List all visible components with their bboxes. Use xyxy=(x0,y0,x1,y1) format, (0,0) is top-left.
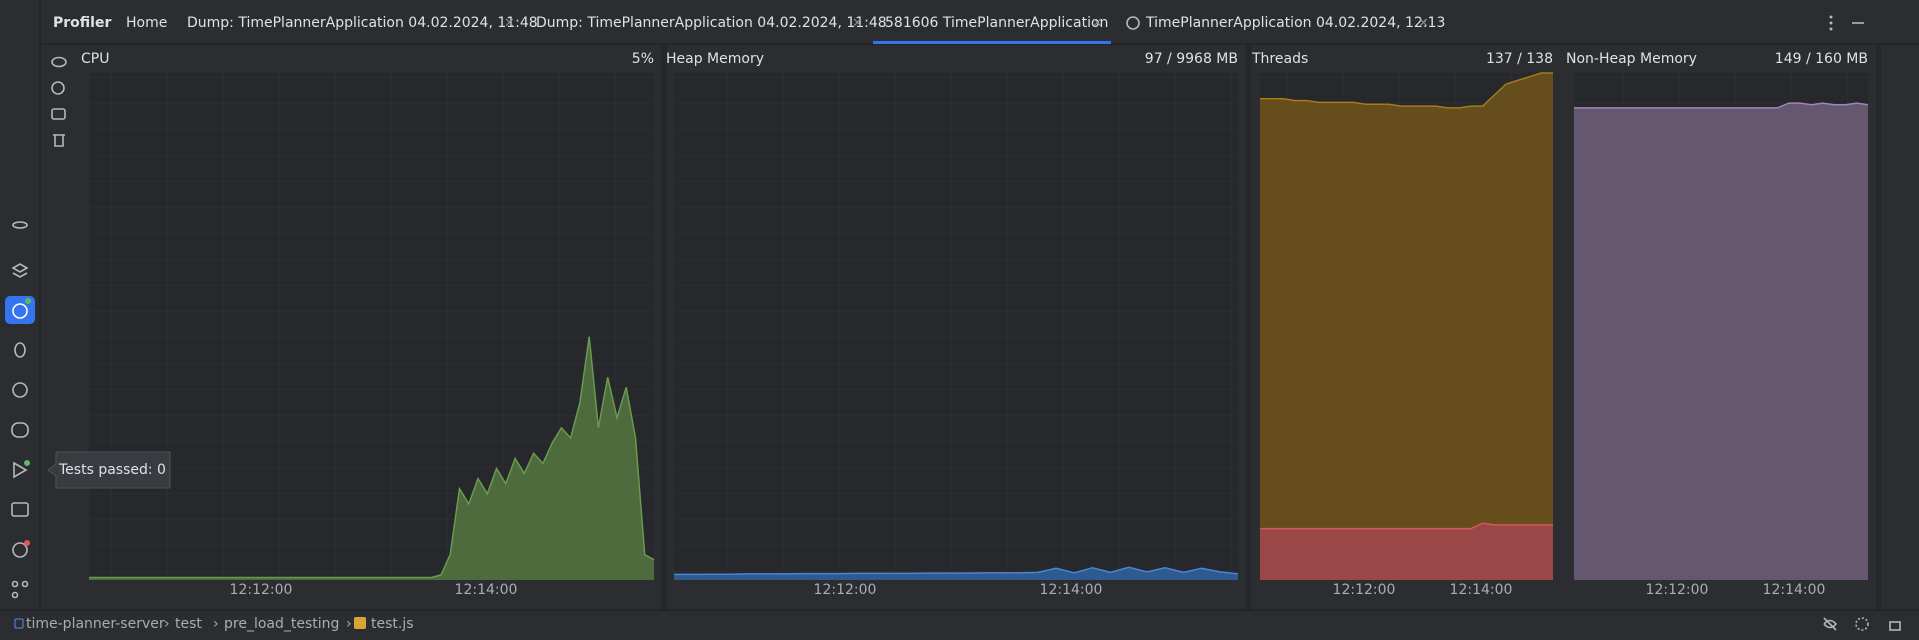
run-icon[interactable] xyxy=(13,461,28,479)
panel-title: Non-Heap Memory xyxy=(1566,51,1697,67)
layers-icon[interactable] xyxy=(11,263,29,278)
breadcrumb[interactable]: test.js xyxy=(371,616,414,632)
js-file-icon xyxy=(354,617,366,629)
tab[interactable]: TimePlannerApplication 04.02.2024, 12:13 xyxy=(1145,15,1445,31)
panel-reading: 97 / 9968 MB xyxy=(1145,51,1238,67)
trash-icon[interactable] xyxy=(53,134,65,147)
panel-divider xyxy=(1246,44,1251,610)
panel-title: Heap Memory xyxy=(666,51,764,67)
debug-icon[interactable] xyxy=(14,342,26,358)
area-line xyxy=(1260,72,1553,109)
tab[interactable]: Dump: TimePlannerApplication 04.02.2024,… xyxy=(187,15,538,31)
breadcrumb[interactable]: test xyxy=(175,616,202,632)
progress-icon xyxy=(1855,617,1869,631)
panel-divider xyxy=(1876,44,1881,610)
tab-close[interactable]: × xyxy=(1092,16,1103,31)
breadcrumb-separator: › xyxy=(213,616,219,632)
services-icon[interactable] xyxy=(11,422,29,438)
breadcrumb[interactable]: pre_load_testing xyxy=(224,616,339,632)
area xyxy=(1260,73,1553,580)
area-line xyxy=(1574,102,1869,109)
area-line xyxy=(1260,522,1553,530)
database-icon[interactable] xyxy=(12,221,28,229)
profiler-title: Profiler xyxy=(53,15,111,31)
tab[interactable]: Dump: TimePlannerApplication 04.02.2024,… xyxy=(536,15,887,31)
active-tab-underline xyxy=(873,41,1111,44)
tab[interactable]: Home xyxy=(126,15,167,31)
tab-close[interactable]: × xyxy=(504,16,515,31)
area-line xyxy=(674,566,1239,576)
tooltip-text: Tests passed: 0 xyxy=(58,462,166,478)
area xyxy=(1260,523,1553,580)
lock-icon[interactable] xyxy=(1889,621,1901,631)
time-label: 12:14:00 xyxy=(1040,582,1103,598)
panel-reading: 149 / 160 MB xyxy=(1775,51,1868,67)
module-icon xyxy=(14,618,24,629)
tab[interactable]: 581606 TimePlannerApplication xyxy=(885,15,1108,31)
panel-reading: 5% xyxy=(632,51,654,67)
dump-icon[interactable] xyxy=(51,81,65,95)
snapshot-icon[interactable] xyxy=(51,108,66,120)
tool-window-bar xyxy=(5,221,35,599)
chart-grid xyxy=(674,73,1238,580)
area xyxy=(1574,103,1868,580)
git-icon[interactable] xyxy=(11,580,19,588)
profiler-toolbar xyxy=(51,56,67,147)
terminal-icon[interactable] xyxy=(11,502,29,517)
breadcrumb-separator: › xyxy=(164,616,170,632)
problems-icon[interactable] xyxy=(12,542,28,558)
more-button[interactable] xyxy=(1829,15,1833,31)
panel-reading: 137 / 138 xyxy=(1486,51,1553,67)
status-icon[interactable] xyxy=(1823,617,1838,631)
time-label: 12:12:00 xyxy=(814,582,877,598)
area-line xyxy=(89,336,655,579)
panel-title: Threads xyxy=(1251,51,1308,67)
tab-close[interactable]: × xyxy=(852,16,863,31)
area xyxy=(89,336,654,580)
time-label: 12:14:00 xyxy=(1450,582,1513,598)
breadcrumb[interactable]: time-planner-server xyxy=(26,616,165,632)
time-label: 12:12:00 xyxy=(1646,582,1709,598)
tooltip: Tests passed: 0 xyxy=(47,451,171,489)
coverage-icon[interactable] xyxy=(12,382,28,398)
tab-close[interactable]: × xyxy=(1418,16,1429,31)
eye-icon[interactable] xyxy=(51,56,67,68)
charts: CPU 5% 12:12:00 12:14:00 Heap Memory 97 / 996… xyxy=(81,51,1869,598)
tab-icon xyxy=(1126,16,1140,30)
time-label: 12:14:00 xyxy=(455,582,518,598)
panel-title: CPU xyxy=(81,51,109,67)
time-label: 12:14:00 xyxy=(1763,582,1826,598)
panel-divider xyxy=(661,44,667,610)
breadcrumb-separator: › xyxy=(346,616,352,632)
time-label: 12:12:00 xyxy=(230,582,293,598)
time-label: 12:12:00 xyxy=(1333,582,1396,598)
